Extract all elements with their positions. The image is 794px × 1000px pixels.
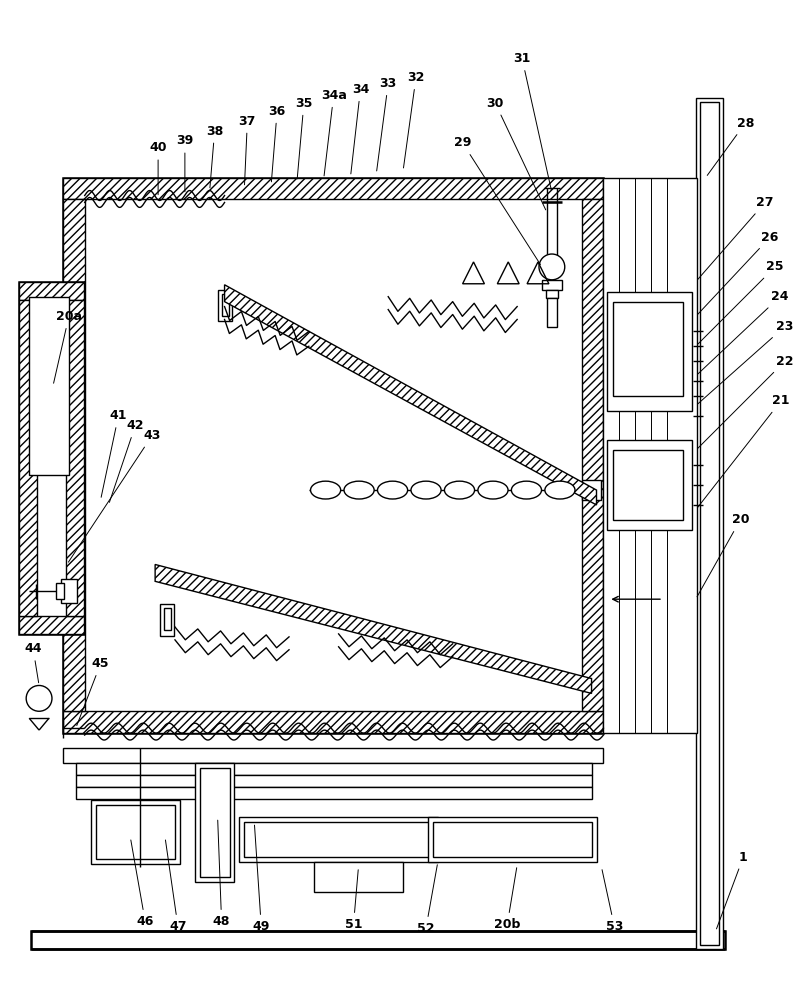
Bar	[547, 202, 557, 267]
Bar	[95, 805, 175, 859]
Bar	[75, 787, 592, 799]
Bar	[582, 480, 602, 500]
Ellipse shape	[478, 481, 508, 499]
Text: 34: 34	[351, 83, 369, 174]
Text: 33: 33	[376, 77, 397, 171]
Bar	[240, 817, 437, 862]
Text: 32: 32	[403, 71, 425, 168]
Bar	[546, 290, 558, 298]
Text: 43: 43	[68, 429, 161, 562]
Bar	[245, 822, 433, 857]
Bar	[700, 102, 719, 945]
Text: 46: 46	[131, 840, 154, 928]
Bar	[19, 300, 37, 616]
Text: 53: 53	[602, 870, 623, 933]
Text: 44: 44	[25, 642, 42, 683]
Text: 45: 45	[77, 657, 110, 726]
Bar	[29, 297, 69, 475]
Text: 36: 36	[268, 105, 286, 182]
Text: 34a: 34a	[321, 89, 347, 176]
Text: 28: 28	[707, 117, 754, 175]
Bar	[603, 178, 696, 733]
Bar	[195, 763, 234, 882]
Text: 20: 20	[697, 513, 749, 597]
Text: 51: 51	[345, 870, 362, 931]
Text: 26: 26	[698, 231, 779, 314]
Bar	[433, 822, 592, 857]
Circle shape	[539, 254, 565, 280]
Bar	[61, 579, 77, 603]
Bar	[19, 616, 83, 634]
Text: 22: 22	[698, 355, 794, 448]
Text: 41: 41	[101, 409, 127, 497]
Ellipse shape	[445, 481, 475, 499]
Text: 38: 38	[206, 125, 223, 188]
Text: 37: 37	[239, 115, 256, 185]
Bar	[63, 178, 603, 733]
Text: 35: 35	[295, 97, 313, 179]
Text: 25: 25	[698, 260, 784, 344]
Bar	[428, 817, 596, 862]
Bar	[63, 711, 603, 733]
Ellipse shape	[411, 481, 441, 499]
Bar	[696, 98, 723, 949]
Text: 21: 21	[697, 394, 790, 508]
Text: 29: 29	[454, 136, 541, 265]
Bar	[63, 748, 603, 763]
Bar	[314, 862, 403, 892]
Polygon shape	[155, 564, 592, 693]
Text: 48: 48	[213, 820, 230, 928]
Bar	[75, 763, 592, 775]
Bar	[200, 768, 229, 877]
Text: 24: 24	[698, 290, 788, 374]
Bar	[218, 290, 232, 321]
Polygon shape	[225, 285, 596, 505]
Bar	[63, 178, 603, 199]
Bar	[607, 440, 692, 530]
Bar	[56, 583, 64, 599]
Text: 30: 30	[487, 97, 545, 210]
Text: 40: 40	[149, 141, 167, 195]
Bar	[63, 199, 85, 711]
Text: 49: 49	[252, 825, 270, 933]
Bar	[542, 280, 562, 290]
Text: 31: 31	[514, 52, 551, 190]
Ellipse shape	[377, 481, 407, 499]
Text: 23: 23	[698, 320, 794, 404]
Bar	[91, 800, 180, 864]
Bar	[222, 294, 229, 316]
Bar	[160, 604, 174, 636]
Bar	[164, 608, 171, 630]
Ellipse shape	[344, 481, 374, 499]
Text: 20b: 20b	[494, 868, 520, 931]
Text: 52: 52	[417, 865, 437, 935]
Bar	[19, 282, 83, 300]
Bar	[31, 931, 726, 949]
Circle shape	[26, 685, 52, 711]
Text: 39: 39	[176, 134, 194, 192]
Bar	[607, 292, 692, 411]
Text: 27: 27	[697, 196, 774, 280]
Ellipse shape	[310, 481, 341, 499]
Ellipse shape	[511, 481, 542, 499]
Text: 1: 1	[716, 851, 748, 929]
Bar	[75, 775, 592, 787]
Bar	[614, 302, 683, 396]
Text: 42: 42	[110, 419, 144, 502]
Ellipse shape	[545, 481, 575, 499]
Text: 20a: 20a	[53, 310, 82, 383]
Bar	[547, 298, 557, 327]
Bar	[19, 282, 83, 634]
Text: 47: 47	[165, 840, 187, 933]
Bar	[614, 450, 683, 520]
Bar	[582, 199, 603, 711]
Bar	[66, 300, 83, 616]
